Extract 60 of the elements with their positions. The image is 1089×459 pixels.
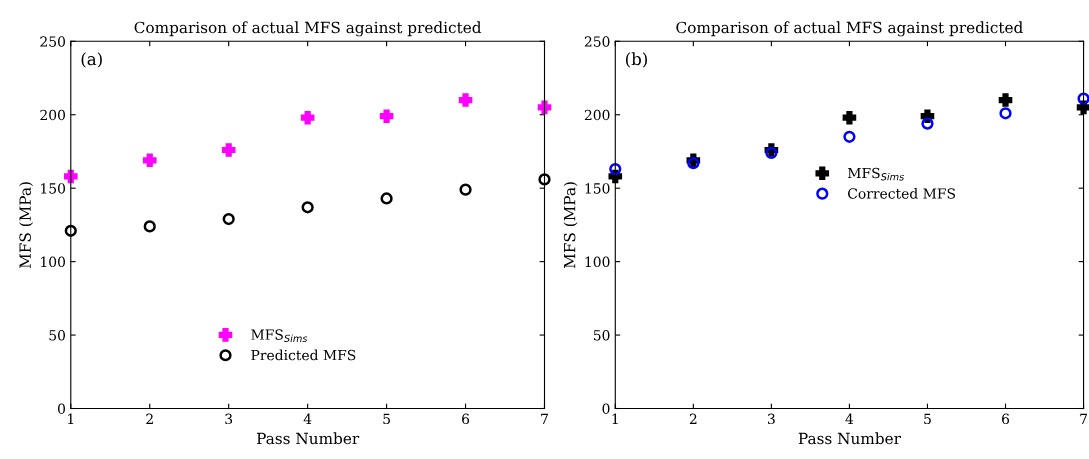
y-tick-label: 50 — [593, 330, 610, 341]
y-tick-label: 250 — [40, 36, 65, 47]
x-tick-label: 6 — [1002, 413, 1010, 425]
x-tick-label: 3 — [225, 413, 233, 425]
x-tick-label: 1 — [612, 413, 618, 424]
point — [221, 143, 236, 157]
point — [842, 110, 857, 125]
y-axis-title: MFS (MPa) — [563, 182, 578, 269]
x-tick-label: 1 — [68, 413, 74, 424]
point — [538, 173, 551, 186]
point — [301, 201, 314, 214]
x-tick-label: 7 — [1080, 413, 1087, 424]
point — [222, 212, 235, 226]
annotation: (a) — [81, 52, 102, 68]
point — [459, 183, 472, 196]
x-tick-label: 5 — [924, 413, 931, 425]
chart-title: Comparison of actual MFS against predicted — [676, 21, 1023, 37]
y-tick-label: 0 — [602, 403, 610, 414]
y-tick-label: 200 — [584, 109, 610, 121]
x-tick-label: 2 — [689, 413, 697, 424]
y-tick-label: 200 — [40, 109, 65, 121]
point — [64, 224, 77, 237]
x-tick-label: 5 — [383, 413, 390, 425]
x-tick-label: 3 — [768, 413, 775, 425]
point — [843, 130, 856, 143]
point — [380, 192, 393, 205]
y-tick-label: 0 — [58, 403, 65, 414]
point — [63, 169, 78, 184]
point — [458, 93, 473, 107]
y-tick-label: 50 — [49, 330, 65, 341]
y-tick-label: 100 — [41, 256, 65, 268]
legend-label: Corrected MFS — [848, 187, 955, 199]
y-tick-label: 100 — [585, 256, 610, 268]
point — [921, 117, 934, 130]
point — [1077, 92, 1089, 105]
x-axis-title: Pass Number — [798, 432, 901, 445]
point — [687, 157, 700, 170]
point — [379, 109, 394, 124]
x-tick-label: 4 — [303, 413, 312, 424]
x-tick-label: 2 — [146, 413, 153, 424]
legend-label: Predicted MFS — [251, 349, 356, 361]
x-tick-label: 7 — [541, 413, 548, 424]
point — [142, 153, 157, 168]
y-axis-title: MFS (MPa) — [19, 182, 34, 269]
x-tick-label: 6 — [462, 413, 470, 425]
chart-title: Comparison of actual MFS against predicted — [134, 21, 482, 37]
point — [609, 162, 622, 176]
x-axis-title: Pass Number — [256, 432, 360, 445]
y-tick-label: 250 — [584, 36, 610, 47]
annotation: (b) — [625, 52, 648, 68]
x-tick-label: 4 — [845, 413, 854, 424]
legend-label: MFS$_{Sims}$ — [251, 329, 308, 343]
point — [300, 110, 315, 125]
point — [143, 220, 156, 233]
legend-label: MFS$_{Sims}$ — [847, 167, 904, 181]
y-tick-label: 150 — [585, 183, 610, 194]
y-tick-label: 150 — [41, 183, 65, 194]
point — [537, 100, 552, 115]
point — [998, 93, 1013, 107]
point — [999, 107, 1012, 120]
